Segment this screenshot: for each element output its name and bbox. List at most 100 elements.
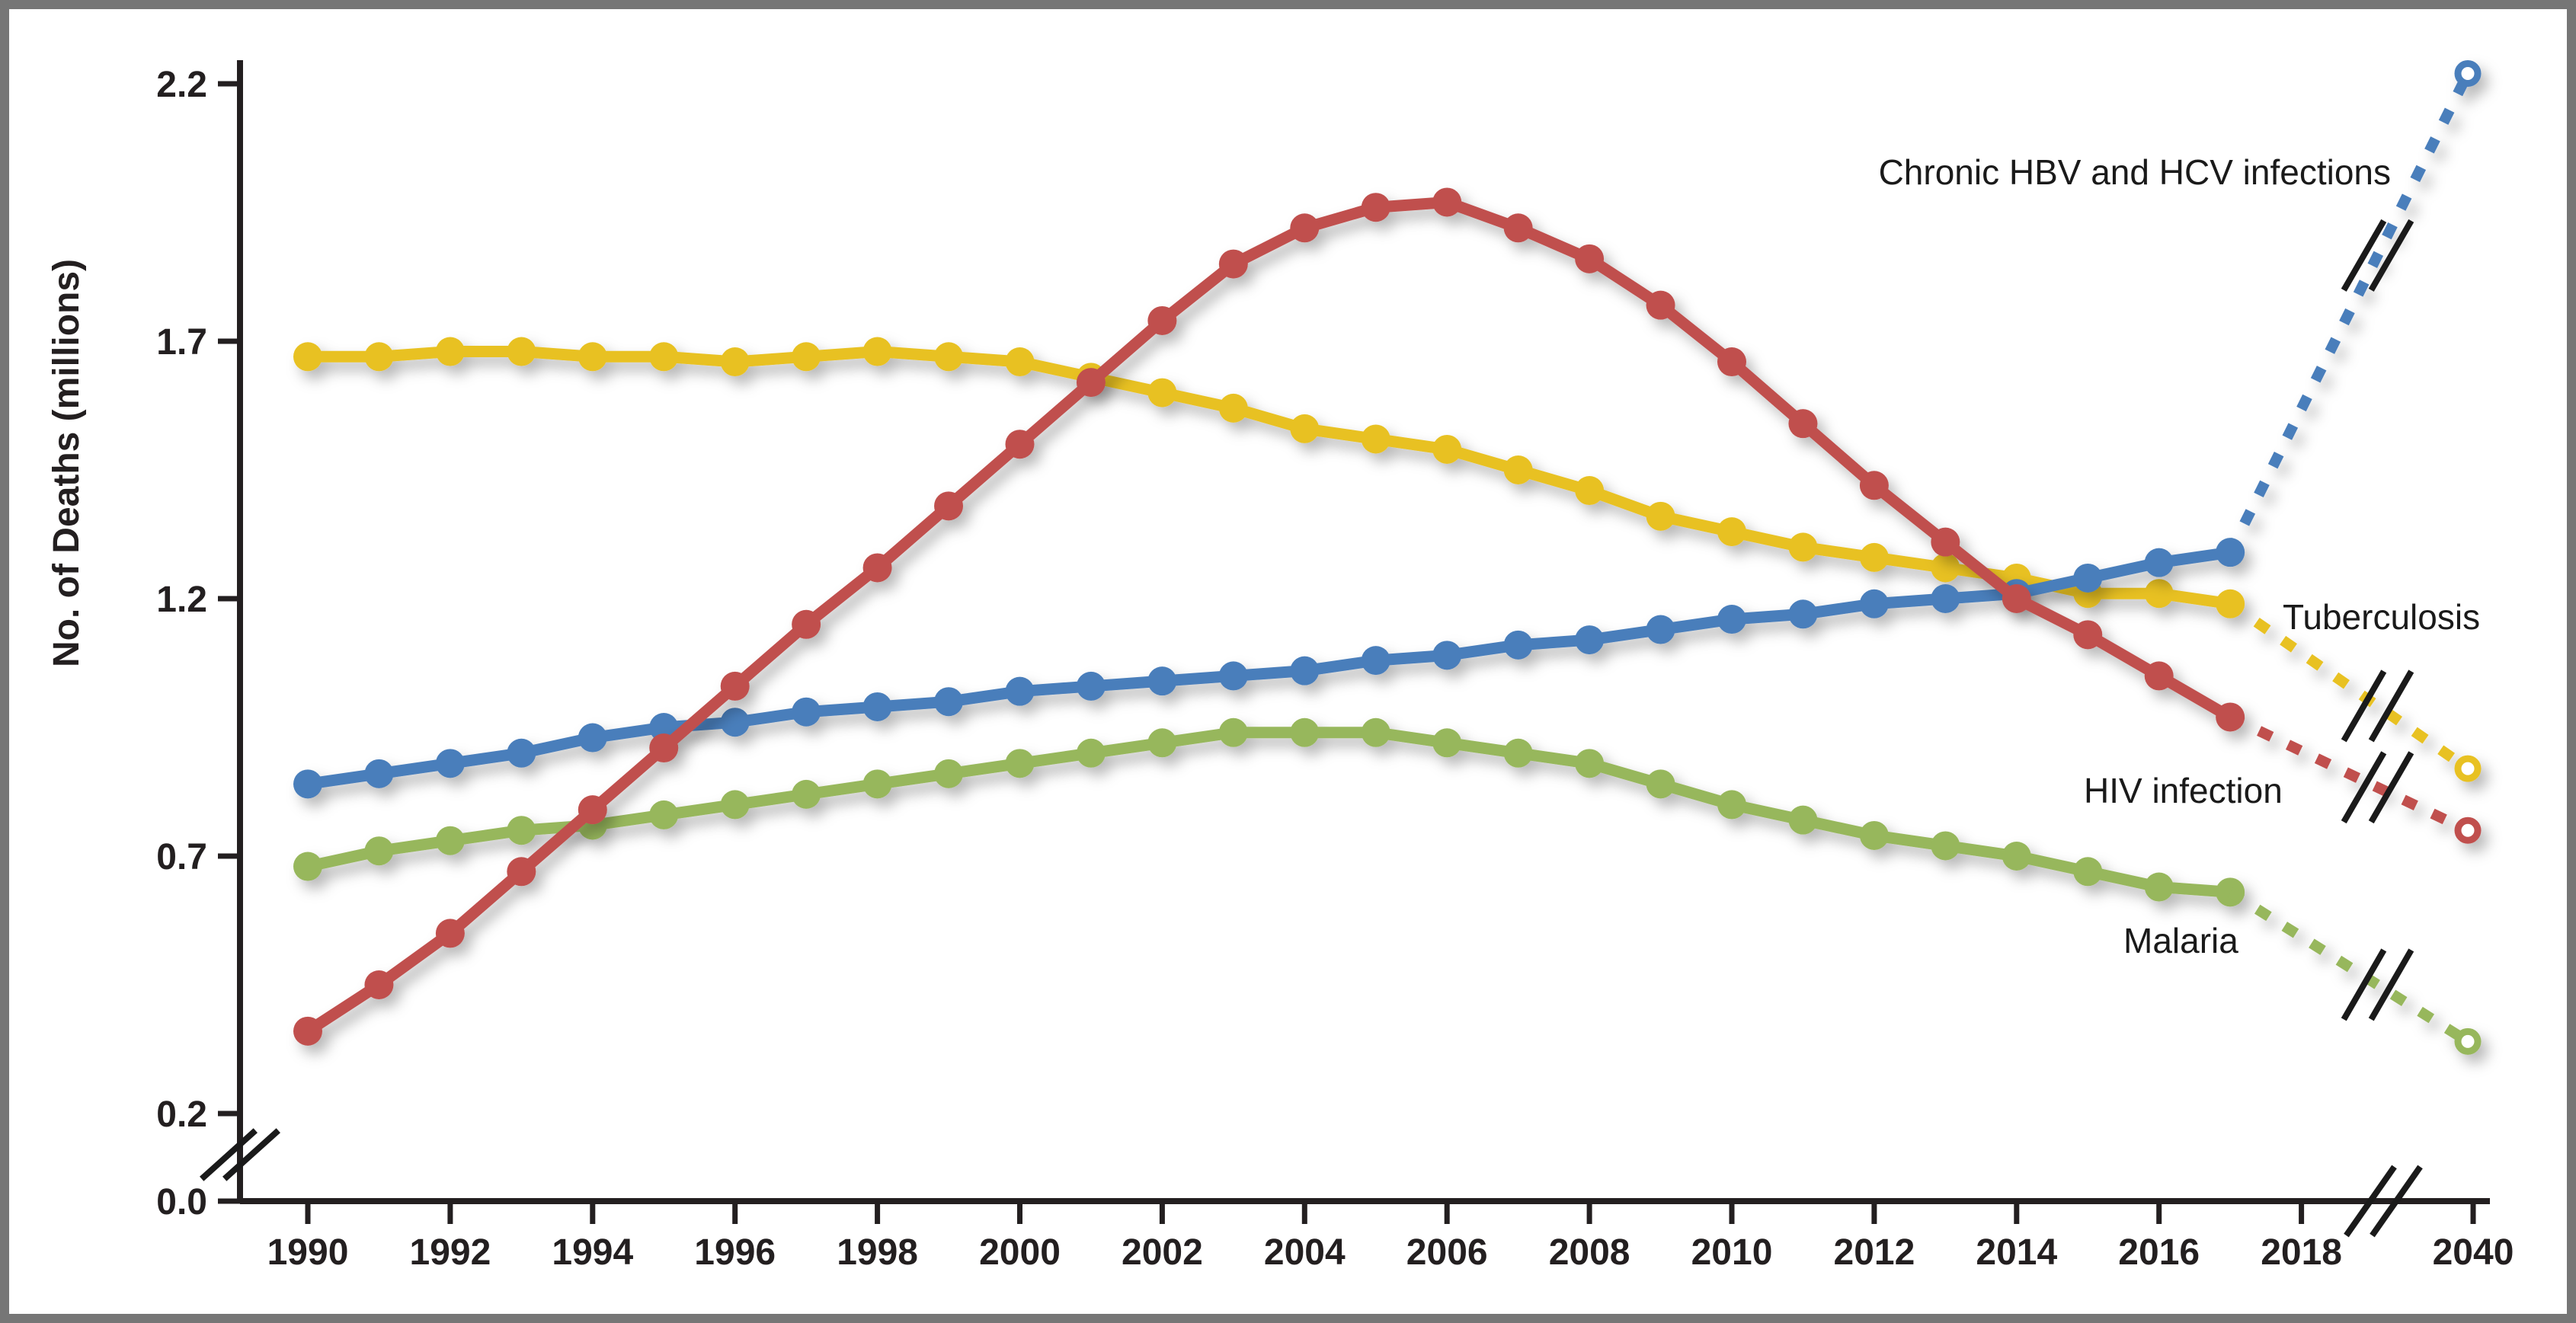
projection-break-malaria xyxy=(2368,948,2414,1021)
x-tick-label-2004: 2004 xyxy=(1264,1232,1346,1273)
data-point-hiv-infection-2001 xyxy=(1076,368,1106,398)
data-point-tuberculosis-1992 xyxy=(435,337,465,366)
data-point-malaria-2009 xyxy=(1646,769,1675,799)
data-point-chronic-hbv-and-hcv-infections-2003 xyxy=(1218,661,1248,691)
data-point-tuberculosis-1991 xyxy=(364,342,394,372)
projection-endpoint-2040-tuberculosis xyxy=(2454,755,2482,782)
x-tick-label-2002: 2002 xyxy=(1122,1232,1203,1273)
data-point-hiv-infection-2011 xyxy=(1788,409,1818,439)
x-tick-label-2040: 2040 xyxy=(2433,1232,2514,1273)
data-point-hiv-infection-1990 xyxy=(293,1016,322,1046)
data-point-tuberculosis-2008 xyxy=(1575,476,1605,506)
data-point-tuberculosis-2000 xyxy=(1005,347,1035,377)
data-point-hiv-infection-2009 xyxy=(1646,290,1675,320)
data-point-malaria-2006 xyxy=(1432,728,1462,758)
x-tick-label-1992: 1992 xyxy=(410,1232,491,1273)
data-point-chronic-hbv-and-hcv-infections-1993 xyxy=(507,738,536,768)
data-point-tuberculosis-2009 xyxy=(1646,501,1675,531)
series-line-malaria xyxy=(302,727,2236,898)
projection-endpoint-2040-malaria xyxy=(2454,1027,2482,1055)
data-point-malaria-2002 xyxy=(1147,728,1177,758)
data-point-malaria-2008 xyxy=(1575,749,1605,778)
projection-break-hiv-infection xyxy=(2368,751,2414,824)
data-point-hiv-infection-2007 xyxy=(1503,213,1533,243)
projection-line-chronic-hbv-and-hcv-infections xyxy=(2225,71,2473,555)
data-point-chronic-hbv-and-hcv-infections-2006 xyxy=(1432,641,1462,670)
y-tick-label-0.7: 0.7 xyxy=(156,837,207,877)
data-point-chronic-hbv-and-hcv-infections-2016 xyxy=(2144,548,2174,577)
data-point-hiv-infection-1997 xyxy=(792,609,821,639)
data-point-malaria-2012 xyxy=(1859,820,1889,850)
projection-break-hiv-infection xyxy=(2341,751,2387,824)
data-point-hiv-infection-2013 xyxy=(1931,527,1960,557)
axes-layer: 2.2 1.7 1.2 0.7 0.2 0.0 1990 1992 1994 1996 1998 20… xyxy=(156,60,2514,1273)
x-tick-label-2014: 2014 xyxy=(1976,1232,2057,1273)
data-point-hiv-infection-1994 xyxy=(578,795,607,825)
data-point-hiv-infection-1999 xyxy=(934,491,964,521)
y-tick-label-0.0: 0.0 xyxy=(156,1182,207,1222)
data-point-tuberculosis-2004 xyxy=(1290,414,1320,443)
data-point-chronic-hbv-and-hcv-infections-1996 xyxy=(720,708,750,737)
data-point-malaria-2001 xyxy=(1076,738,1106,768)
data-point-malaria-2003 xyxy=(1218,717,1248,747)
data-point-malaria-2011 xyxy=(1788,805,1818,835)
x-tick-label-1996: 1996 xyxy=(694,1232,776,1273)
projection-break-tuberculosis xyxy=(2341,669,2387,743)
projection-break-chronic-hbv-and-hcv-infections xyxy=(2368,219,2414,292)
y-tick-label-1.7: 1.7 xyxy=(156,322,207,363)
series-tuberculosis xyxy=(293,337,2482,782)
data-point-tuberculosis-2012 xyxy=(1859,542,1889,572)
projection-break-chronic-hbv-and-hcv-infections xyxy=(2341,219,2387,292)
data-point-tuberculosis-2003 xyxy=(1218,393,1248,423)
y-tick-label-1.2: 1.2 xyxy=(156,580,207,620)
break-marks-layer xyxy=(200,219,2423,1238)
data-point-chronic-hbv-and-hcv-infections-1998 xyxy=(862,692,892,721)
data-point-tuberculosis-2013 xyxy=(1931,553,1960,583)
data-point-chronic-hbv-and-hcv-infections-1991 xyxy=(364,759,394,788)
projection-break-tuberculosis xyxy=(2368,669,2414,743)
data-point-tuberculosis-1996 xyxy=(720,347,750,377)
x-axis-break xyxy=(2344,1165,2397,1238)
data-point-chronic-hbv-and-hcv-infections-2008 xyxy=(1575,625,1605,655)
x-tick-label-1990: 1990 xyxy=(267,1232,349,1273)
data-point-hiv-infection-2000 xyxy=(1005,430,1035,459)
series-label-chronic-hbv-hcv: Chronic HBV and HCV infections xyxy=(1879,152,2391,192)
x-tick-label-2006: 2006 xyxy=(1406,1232,1488,1273)
data-point-malaria-1993 xyxy=(507,816,536,845)
data-point-hiv-infection-2002 xyxy=(1147,305,1177,335)
series-hiv-infection xyxy=(293,187,2482,1046)
data-point-chronic-hbv-and-hcv-infections-2000 xyxy=(1005,676,1035,706)
x-tick-label-1998: 1998 xyxy=(837,1232,918,1273)
data-point-malaria-2004 xyxy=(1290,717,1320,747)
data-point-malaria-1992 xyxy=(435,826,465,855)
data-point-chronic-hbv-and-hcv-infections-1992 xyxy=(435,749,465,778)
data-point-tuberculosis-1999 xyxy=(934,342,964,372)
data-point-malaria-1991 xyxy=(364,836,394,866)
data-point-chronic-hbv-and-hcv-infections-2012 xyxy=(1859,589,1889,618)
data-point-hiv-infection-1991 xyxy=(364,970,394,999)
data-point-hiv-infection-2012 xyxy=(1859,471,1889,500)
series-malaria xyxy=(293,717,2482,1055)
data-point-chronic-hbv-and-hcv-infections-2009 xyxy=(1646,615,1675,644)
x-tick-label-2018: 2018 xyxy=(2261,1232,2342,1273)
data-point-chronic-hbv-and-hcv-infections-2004 xyxy=(1290,656,1320,685)
y-axis-break xyxy=(222,1128,280,1181)
data-point-tuberculosis-1994 xyxy=(578,342,607,372)
data-point-chronic-hbv-and-hcv-infections-1990 xyxy=(293,769,322,799)
data-point-hiv-infection-1998 xyxy=(862,553,892,583)
data-point-tuberculosis-2016 xyxy=(2144,579,2174,609)
series-layer xyxy=(293,59,2482,1055)
data-point-hiv-infection-1995 xyxy=(649,733,679,763)
x-tick-label-1994: 1994 xyxy=(552,1232,633,1273)
data-point-hiv-infection-2014 xyxy=(2002,584,2031,613)
data-point-tuberculosis-2010 xyxy=(1717,517,1746,547)
y-axis-title: No. of Deaths (millions) xyxy=(46,259,87,667)
data-point-chronic-hbv-and-hcv-infections-2010 xyxy=(1717,605,1746,634)
data-point-malaria-2007 xyxy=(1503,738,1533,768)
data-point-chronic-hbv-and-hcv-infections-1994 xyxy=(578,723,607,753)
x-tick-label-2016: 2016 xyxy=(2118,1232,2200,1273)
